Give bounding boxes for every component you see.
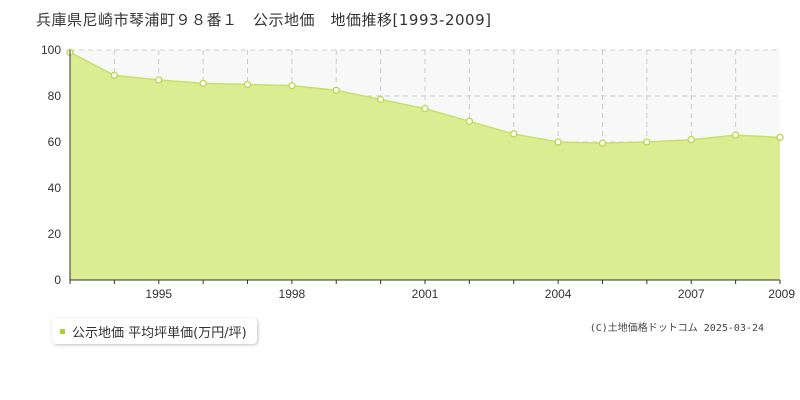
data-point	[243, 80, 252, 89]
y-tick-label: 100	[41, 43, 61, 57]
credit-text: (C)土地価格ドットコム 2025-03-24	[589, 323, 764, 334]
x-tick-label: 1995	[145, 287, 172, 301]
data-point	[288, 82, 296, 90]
data-point	[687, 136, 695, 144]
data-point	[155, 76, 163, 84]
data-point	[376, 95, 385, 104]
x-tick-label: 2001	[412, 287, 439, 301]
legend-label: 公示地価 平均坪単価(万円/坪)	[72, 325, 247, 341]
x-tick-label: 1998	[279, 287, 306, 301]
data-point	[598, 139, 607, 147]
series-markers	[66, 48, 784, 147]
data-point	[554, 138, 562, 146]
data-point	[731, 131, 740, 139]
y-tick-label: 60	[48, 135, 62, 149]
x-tick-label: 2007	[678, 287, 705, 301]
data-point	[465, 117, 474, 125]
y-tick-label: 40	[48, 181, 62, 195]
x-tick-label: 2009	[768, 287, 795, 301]
x-tick-labels: 1995 1998 2001 2004 2007 2009	[145, 287, 795, 301]
data-point	[776, 133, 784, 142]
y-tick-label: 0	[54, 273, 61, 287]
series-area	[70, 52, 780, 280]
y-tick-label: 80	[48, 89, 62, 103]
data-point	[110, 71, 119, 79]
y-tick-labels: 0 20 40 60 80 100	[41, 43, 61, 287]
legend: 公示地価 平均坪単価(万円/坪)	[52, 318, 257, 344]
legend-swatch	[60, 328, 65, 334]
x-tick-label: 2004	[545, 287, 572, 301]
data-point	[332, 86, 340, 94]
data-point	[199, 79, 207, 87]
data-point	[510, 130, 518, 138]
axes	[69, 50, 781, 284]
y-tick-label: 20	[48, 227, 62, 241]
chart-title: 兵庫県尼崎市琴浦町９８番１ 公示地価 地価推移[1993-2009]	[36, 11, 492, 29]
data-point	[421, 105, 429, 113]
data-point	[643, 138, 651, 146]
